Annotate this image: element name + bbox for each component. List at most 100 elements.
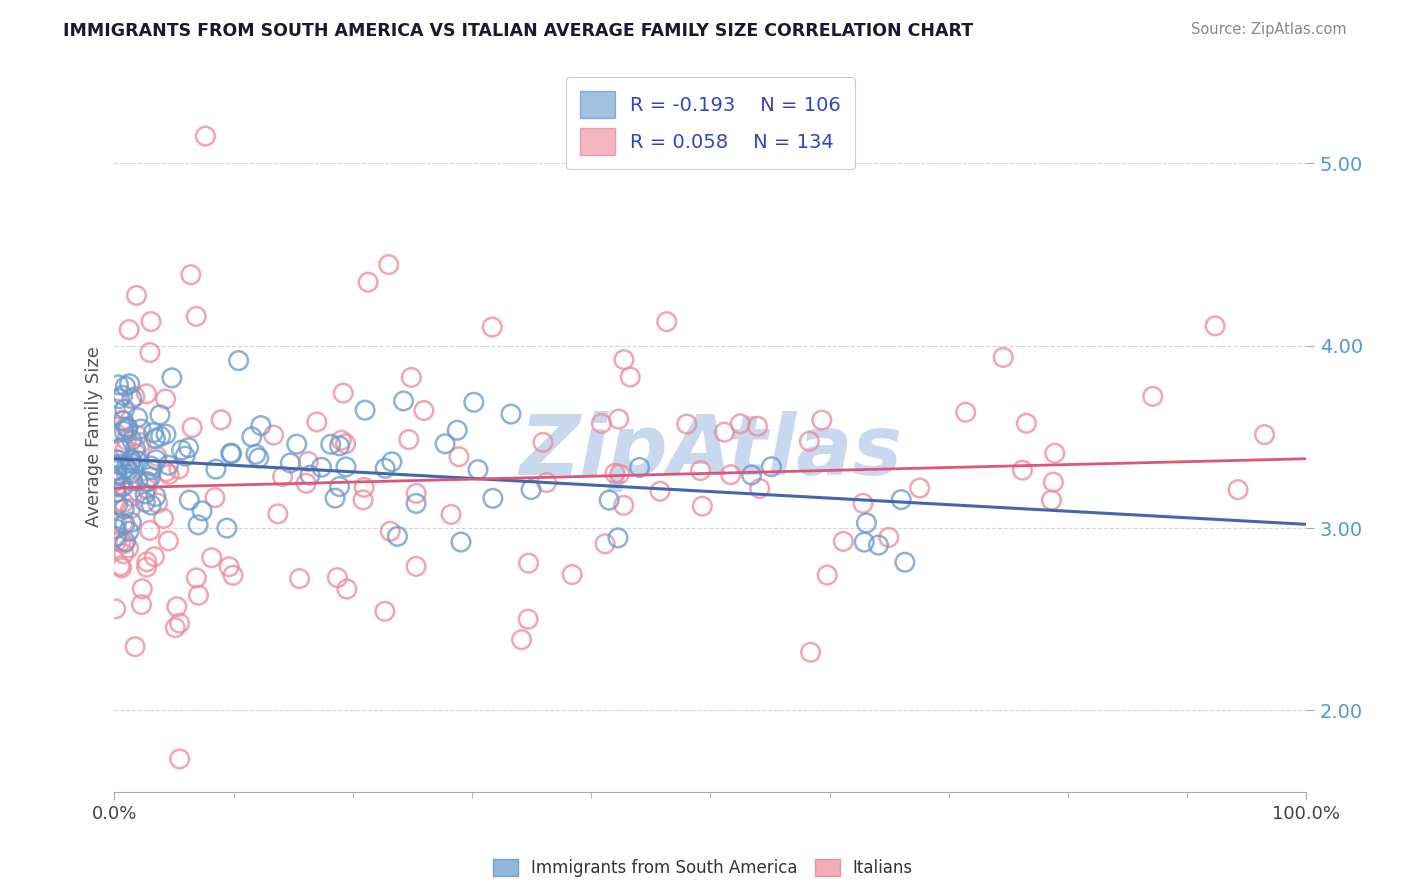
Point [117,541,139,555]
Point [250,418,273,433]
Point [209,413,232,427]
Point [675,417,697,431]
Point [1015,417,1038,431]
Point [1253,427,1275,442]
Point [186,571,208,585]
Point [853,535,876,549]
Point [446,423,468,437]
Point [187,517,209,532]
Point [720,467,742,482]
Point [149,408,172,422]
Point [689,464,711,478]
Point [157,533,180,548]
Point [125,288,148,302]
Point [108,442,131,457]
Point [868,538,890,552]
Point [149,429,172,443]
Point [187,588,209,602]
Point [127,410,149,425]
Point [450,535,472,549]
Point [107,453,129,467]
Point [157,467,180,482]
Point [110,558,132,573]
Point [434,436,457,450]
Point [240,430,263,444]
Point [115,467,138,482]
Point [121,490,143,504]
Point [145,432,167,446]
Point [598,493,620,508]
Point [1042,475,1064,490]
Point [713,425,735,439]
Legend: Immigrants from South America, Italians: Immigrants from South America, Italians [486,852,920,884]
Point [319,437,342,451]
Point [111,561,134,575]
Point [112,502,135,516]
Point [145,453,167,467]
Point [104,401,127,416]
Point [121,474,143,488]
Point [263,428,285,442]
Point [628,460,651,475]
Point [591,417,613,431]
Point [120,501,142,516]
Point [1043,446,1066,460]
Point [129,422,152,436]
Point [107,377,129,392]
Point [353,480,375,494]
Point [832,534,855,549]
Text: Source: ZipAtlas.com: Source: ZipAtlas.com [1191,22,1347,37]
Point [135,386,157,401]
Point [295,476,318,491]
Point [120,453,142,467]
Point [245,447,267,461]
Point [115,433,138,447]
Point [117,422,139,436]
Point [112,424,135,438]
Point [374,604,396,618]
Point [139,524,162,538]
Point [146,496,169,510]
Point [139,470,162,484]
Point [112,414,135,428]
Point [204,491,226,505]
Point [247,450,270,465]
Point [1204,318,1226,333]
Point [398,433,420,447]
Point [145,490,167,504]
Point [139,458,162,473]
Point [609,467,631,481]
Text: ZipAtlas: ZipAtlas [519,410,903,491]
Point [121,392,143,406]
Point [510,632,533,647]
Point [124,442,146,456]
Point [852,496,875,510]
Point [330,434,353,448]
Point [387,529,409,543]
Point [1227,483,1250,497]
Point [607,531,630,545]
Point [131,598,153,612]
Point [120,516,142,530]
Point [463,395,485,409]
Point [105,516,128,531]
Point [890,492,912,507]
Point [447,450,470,464]
Point [114,379,136,393]
Point [354,403,377,417]
Point [104,426,127,441]
Point [105,468,128,483]
Point [357,275,380,289]
Point [799,645,821,659]
Point [728,417,751,431]
Point [141,462,163,476]
Point [499,407,522,421]
Point [131,582,153,596]
Point [107,497,129,511]
Point [135,475,157,489]
Point [124,390,146,404]
Point [112,480,135,494]
Point [117,420,139,434]
Text: IMMIGRANTS FROM SOUTH AMERICA VS ITALIAN AVERAGE FAMILY SIZE CORRELATION CHART: IMMIGRANTS FROM SOUTH AMERICA VS ITALIAN… [63,22,973,40]
Point [323,491,346,505]
